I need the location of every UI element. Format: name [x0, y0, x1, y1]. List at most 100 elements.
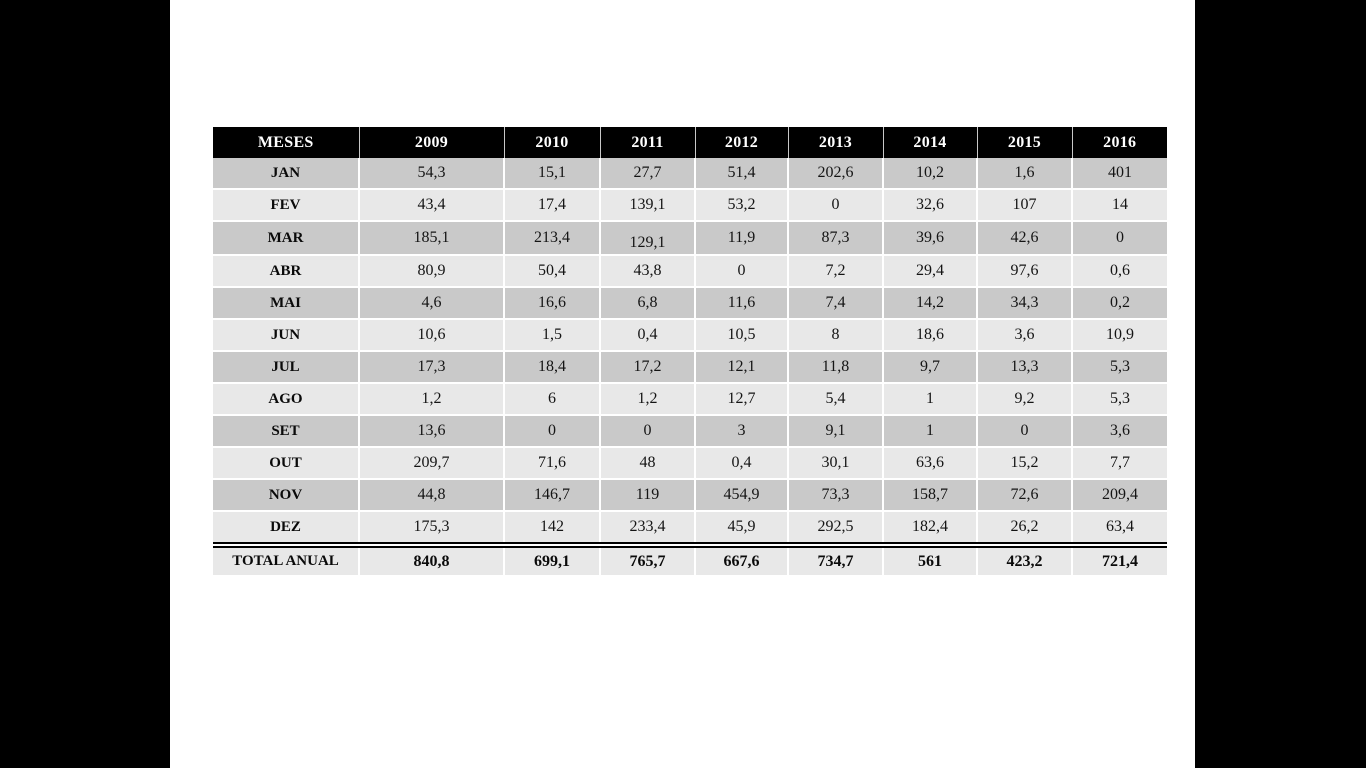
table-cell: 202,6	[787, 158, 883, 189]
table-cell: 17,3	[358, 350, 504, 383]
total-cell: 561	[882, 542, 977, 575]
table-cell: 15,2	[976, 446, 1072, 479]
table-cell: 454,9	[694, 478, 788, 511]
table-cell: 0,4	[694, 446, 788, 479]
table-cell: 0	[976, 414, 1072, 447]
table-cell: 185,1	[358, 220, 504, 255]
total-row-label: TOTAL ANUAL	[213, 542, 359, 575]
column-header-2015: 2015	[976, 127, 1072, 158]
table-cell: 0	[503, 414, 600, 447]
table-row-out: OUT 209,7 71,6 48 0,4 30,1 63,6 15,2 7,7	[213, 446, 1167, 479]
table-cell: 10,9	[1071, 318, 1167, 351]
table-cell: 1,5	[503, 318, 600, 351]
table-cell: 11,8	[787, 350, 883, 383]
table-cell: 0	[694, 254, 788, 287]
total-row: TOTAL ANUAL 840,8 699,1 765,7 667,6 734,7 561 4…	[213, 542, 1167, 575]
table-cell: 7,2	[787, 254, 883, 287]
table-cell: 43,8	[599, 254, 695, 287]
table-cell: 42,6	[976, 220, 1072, 255]
table-cell: 11,6	[694, 286, 788, 319]
table-cell: 13,6	[358, 414, 504, 447]
row-label: NOV	[213, 478, 359, 511]
table-cell: 1	[882, 382, 977, 415]
table-cell: 6,8	[599, 286, 695, 319]
row-label: JUN	[213, 318, 359, 351]
table-row-jun: JUN 10,6 1,5 0,4 10,5 8 18,6 3,6 10,9	[213, 318, 1167, 351]
table-cell: 129,1	[599, 220, 695, 255]
table-cell: 17,2	[599, 350, 695, 383]
table-cell: 1,6	[976, 158, 1072, 189]
table-cell: 139,1	[599, 188, 695, 221]
table-row-nov: NOV 44,8 146,7 119 454,9 73,3 158,7 72,6 209,4	[213, 478, 1167, 511]
table-cell: 142	[503, 510, 600, 545]
table-cell: 43,4	[358, 188, 504, 221]
table-cell: 30,1	[787, 446, 883, 479]
row-label: MAI	[213, 286, 359, 319]
table-cell: 119	[599, 478, 695, 511]
table-row-ago: AGO 1,2 6 1,2 12,7 5,4 1 9,2 5,3	[213, 382, 1167, 415]
table-cell: 87,3	[787, 220, 883, 255]
table-cell: 18,4	[503, 350, 600, 383]
table-cell: 175,3	[358, 510, 504, 545]
table-cell: 0	[599, 414, 695, 447]
table-cell: 18,6	[882, 318, 977, 351]
column-header-meses: MESES	[213, 127, 359, 158]
table-cell: 51,4	[694, 158, 788, 189]
table-cell: 45,9	[694, 510, 788, 545]
table-cell: 29,4	[882, 254, 977, 287]
table-cell: 15,1	[503, 158, 600, 189]
row-label: SET	[213, 414, 359, 447]
table-cell: 17,4	[503, 188, 600, 221]
table-cell: 16,6	[503, 286, 600, 319]
table-cell: 14	[1071, 188, 1167, 221]
table-cell: 0,4	[599, 318, 695, 351]
table-cell: 9,1	[787, 414, 883, 447]
column-header-2010: 2010	[503, 127, 600, 158]
table-cell: 107	[976, 188, 1072, 221]
table-cell: 48	[599, 446, 695, 479]
table-cell: 32,6	[882, 188, 977, 221]
table-cell: 3	[694, 414, 788, 447]
table-cell: 146,7	[503, 478, 600, 511]
table-row-mai: MAI 4,6 16,6 6,8 11,6 7,4 14,2 34,3 0,2	[213, 286, 1167, 319]
table-cell: 44,8	[358, 478, 504, 511]
table-cell: 5,4	[787, 382, 883, 415]
table-cell: 3,6	[1071, 414, 1167, 447]
table-cell: 11,9	[694, 220, 788, 255]
table-cell: 34,3	[976, 286, 1072, 319]
total-cell: 423,2	[976, 542, 1072, 575]
table-cell: 14,2	[882, 286, 977, 319]
table-cell: 71,6	[503, 446, 600, 479]
table-cell: 53,2	[694, 188, 788, 221]
table-cell: 0	[1071, 220, 1167, 255]
table-cell: 9,7	[882, 350, 977, 383]
table-cell: 7,7	[1071, 446, 1167, 479]
table-cell: 209,7	[358, 446, 504, 479]
table-header-row: MESES 2009 2010 2011 2012 2013 2014 2015 2016	[213, 127, 1167, 158]
row-label: JAN	[213, 158, 359, 189]
table-row-fev: FEV 43,4 17,4 139,1 53,2 0 32,6 107 14	[213, 188, 1167, 221]
table-cell: 401	[1071, 158, 1167, 189]
column-header-2016: 2016	[1071, 127, 1167, 158]
row-label: DEZ	[213, 510, 359, 545]
table-cell: 13,3	[976, 350, 1072, 383]
row-label: FEV	[213, 188, 359, 221]
table-row-set: SET 13,6 0 0 3 9,1 1 0 3,6	[213, 414, 1167, 447]
row-label: MAR	[213, 220, 359, 255]
table-row-mar: MAR 185,1 213,4 129,1 11,9 87,3 39,6 42,6 0	[213, 220, 1167, 255]
table-cell: 63,6	[882, 446, 977, 479]
column-header-2011: 2011	[599, 127, 695, 158]
table-cell: 26,2	[976, 510, 1072, 545]
monthly-precipitation-table: MESES 2009 2010 2011 2012 2013 2014 2015 2016 JA…	[213, 127, 1167, 575]
table-cell: 5,3	[1071, 382, 1167, 415]
table-cell: 39,6	[882, 220, 977, 255]
total-cell: 734,7	[787, 542, 883, 575]
document-page: MESES 2009 2010 2011 2012 2013 2014 2015 2016 JA…	[170, 0, 1195, 768]
row-label: AGO	[213, 382, 359, 415]
table-cell: 10,5	[694, 318, 788, 351]
table-cell: 0,2	[1071, 286, 1167, 319]
column-header-2013: 2013	[787, 127, 883, 158]
table-cell: 4,6	[358, 286, 504, 319]
table-cell: 12,1	[694, 350, 788, 383]
